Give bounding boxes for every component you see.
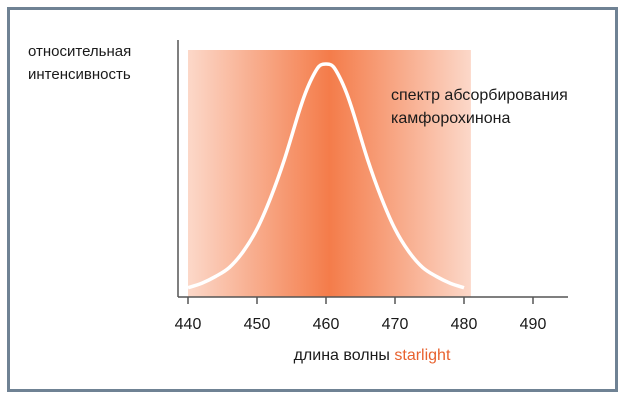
y-axis-label-line-1: относительная [28, 43, 131, 60]
annotation-line-2: камфорохинона [391, 110, 510, 127]
x-ticks: 440 450 460 470 480 490 [175, 297, 547, 333]
annotation-line-1: спектр абсорбирования [391, 87, 568, 104]
x-axis-label: длина волны starlight [294, 347, 451, 364]
x-tick-label: 460 [313, 316, 340, 333]
x-axis-label-prefix: длина волны [294, 347, 390, 364]
x-tick-label: 490 [520, 316, 547, 333]
x-tick-label: 480 [451, 316, 478, 333]
x-tick-label: 470 [382, 316, 409, 333]
absorption-curve [187, 62, 465, 290]
x-tick-label: 450 [244, 316, 271, 333]
x-tick-label: 440 [175, 316, 202, 333]
y-axis-label-line-2: интенсивность [28, 66, 131, 83]
spectrum-band [188, 50, 471, 297]
x-axis-label-highlight: starlight [394, 347, 451, 364]
